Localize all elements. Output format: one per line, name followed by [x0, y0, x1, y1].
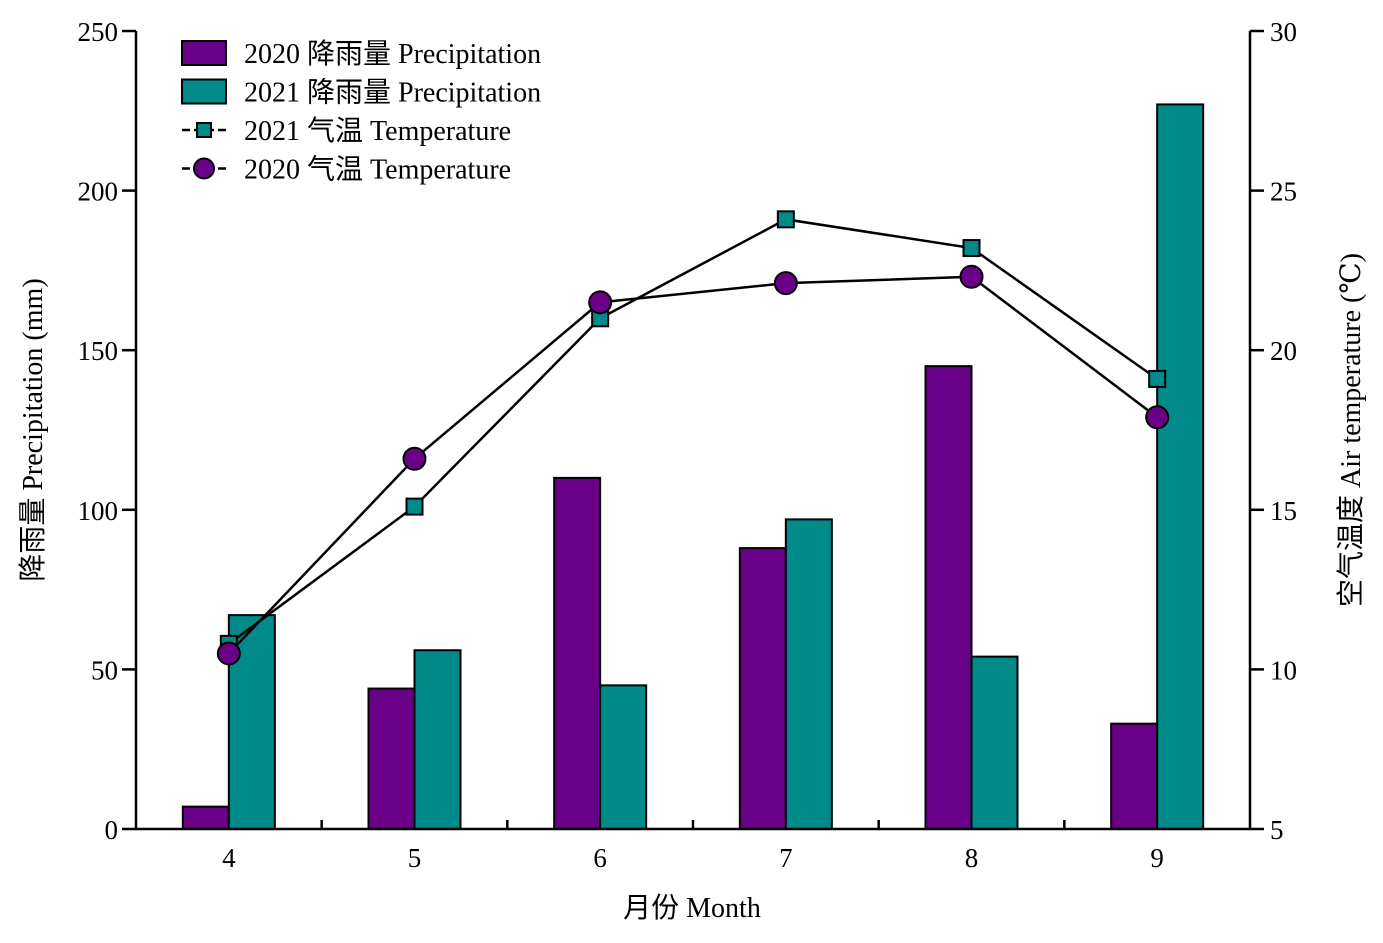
y-tick-label-0: 0	[105, 815, 119, 845]
bars-layer	[181, 103, 1205, 831]
y-axis-title: 降雨量 Precipitation (mm)	[17, 278, 49, 581]
bar-precip-2020-4	[181, 805, 230, 831]
bar-precip-2021-9	[1156, 103, 1205, 830]
bar-precip-2021-6	[599, 684, 648, 830]
y2-axis-title: 空气温度 Air temperature (℃)	[1335, 253, 1367, 607]
marker-temp-2020-8	[959, 264, 984, 289]
bar-precip-2021-5	[413, 649, 462, 830]
line-temp-2021	[228, 218, 1158, 645]
y2-tick-label-20: 20	[1270, 336, 1297, 366]
legend: 2020 降雨量 Precipitation 2021 降雨量 Precipita…	[181, 38, 541, 186]
legend-swatch-precip-2020	[181, 40, 227, 66]
y2-tick-label-25: 25	[1270, 177, 1297, 207]
bar-precip-2020-6	[553, 476, 602, 830]
legend-label-temp-2021: 2021 气温 Temperature	[244, 115, 511, 147]
bar-precip-2020-5	[367, 687, 416, 830]
y2-tick-label-10: 10	[1270, 655, 1297, 685]
line-temp-2020	[227, 275, 1158, 655]
bar-precip-2021-8	[970, 655, 1019, 831]
x-tick-label-6: 6	[593, 843, 607, 873]
bar-precip-2020-7	[738, 547, 787, 830]
legend-marker-temp-2021	[196, 122, 212, 138]
y2-tick-label-15: 15	[1270, 496, 1297, 526]
legend-swatch-precip-2021	[181, 78, 227, 105]
bar-precip-2021-7	[784, 518, 833, 830]
y2-tick-label-5: 5	[1270, 815, 1284, 845]
x-axis-title: 月份 Month	[623, 892, 761, 924]
marker-temp-2020-6	[588, 290, 613, 315]
marker-temp-2021-8	[962, 239, 981, 258]
bar-precip-2020-8	[924, 365, 973, 830]
legend-label-precip-2020: 2020 降雨量 Precipitation	[244, 38, 541, 70]
y-tick-label-50: 50	[91, 655, 118, 685]
x-tick-label-8: 8	[965, 843, 979, 873]
y-tick-label-250: 250	[78, 17, 119, 47]
lines-layer	[216, 210, 1170, 666]
marker-temp-2021-7	[776, 210, 795, 229]
y-tick-label-200: 200	[78, 177, 119, 207]
bar-precip-2020-9	[1110, 722, 1159, 830]
legend-marker-temp-2020	[193, 157, 215, 180]
y-tick-label-100: 100	[78, 496, 119, 526]
y2-tick-label-30: 30	[1270, 17, 1297, 47]
marker-temp-2021-9	[1148, 369, 1167, 388]
marker-temp-2020-4	[216, 641, 241, 666]
axes-layer: 0 50 100 150 200 250 5 10 15 20 25 30 4 5 6 7 8 9	[78, 17, 1298, 873]
x-tick-label-7: 7	[779, 843, 793, 873]
x-tick-label-9: 9	[1150, 843, 1164, 873]
marker-temp-2020-5	[402, 446, 427, 471]
y-tick-label-150: 150	[78, 336, 119, 366]
marker-temp-2020-9	[1145, 405, 1170, 430]
legend-label-temp-2020: 2020 气温 Temperature	[244, 154, 511, 186]
x-tick-label-4: 4	[222, 843, 236, 873]
x-tick-label-5: 5	[408, 843, 422, 873]
marker-temp-2020-7	[773, 271, 798, 296]
legend-label-precip-2021: 2021 降雨量 Precipitation	[244, 77, 541, 109]
marker-temp-2021-5	[405, 497, 424, 516]
